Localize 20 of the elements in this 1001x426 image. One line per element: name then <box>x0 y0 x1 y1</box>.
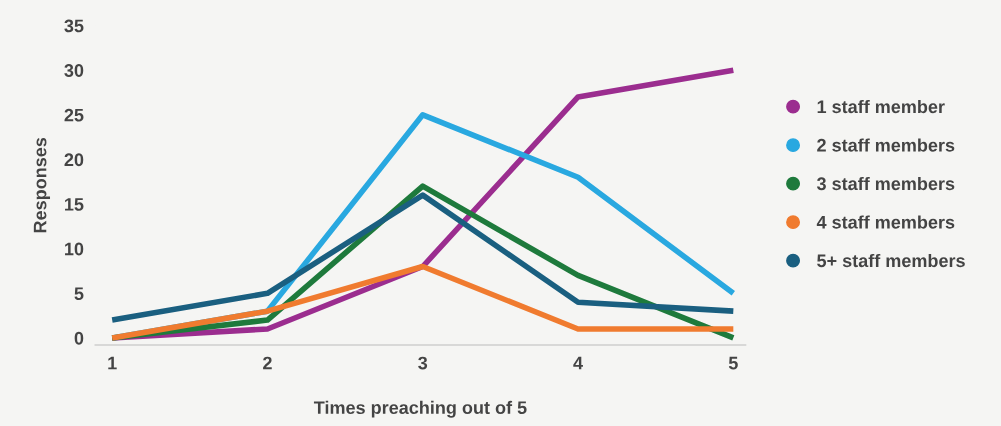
y-tick-label: 5 <box>74 287 84 301</box>
y-axis-title: Responses <box>33 137 51 233</box>
y-tick-label: 35 <box>64 19 84 33</box>
legend-label: 2 staff members <box>817 138 955 152</box>
legend-label: 3 staff members <box>816 176 955 191</box>
x-tick-label: 5 <box>728 356 738 370</box>
y-tick-label: 10 <box>65 242 84 256</box>
y-tick-label: 15 <box>65 198 84 211</box>
x-tick-label: 2 <box>263 356 272 370</box>
legend-label: 5+ staff members <box>817 253 965 268</box>
legend-label: 4 staff members <box>816 215 955 229</box>
x-axis-title: Times preaching out of 5 <box>313 400 527 418</box>
legend-label: 1 staff member <box>817 99 945 114</box>
y-tick-label: 0 <box>74 331 84 345</box>
x-tick-label: 3 <box>418 356 428 370</box>
y-tick-label: 20 <box>64 153 84 167</box>
y-tick-label: 25 <box>64 108 84 122</box>
x-tick-label: 1 <box>108 356 117 370</box>
x-tick-label: 4 <box>573 356 583 370</box>
y-tick-label: 30 <box>64 64 84 77</box>
